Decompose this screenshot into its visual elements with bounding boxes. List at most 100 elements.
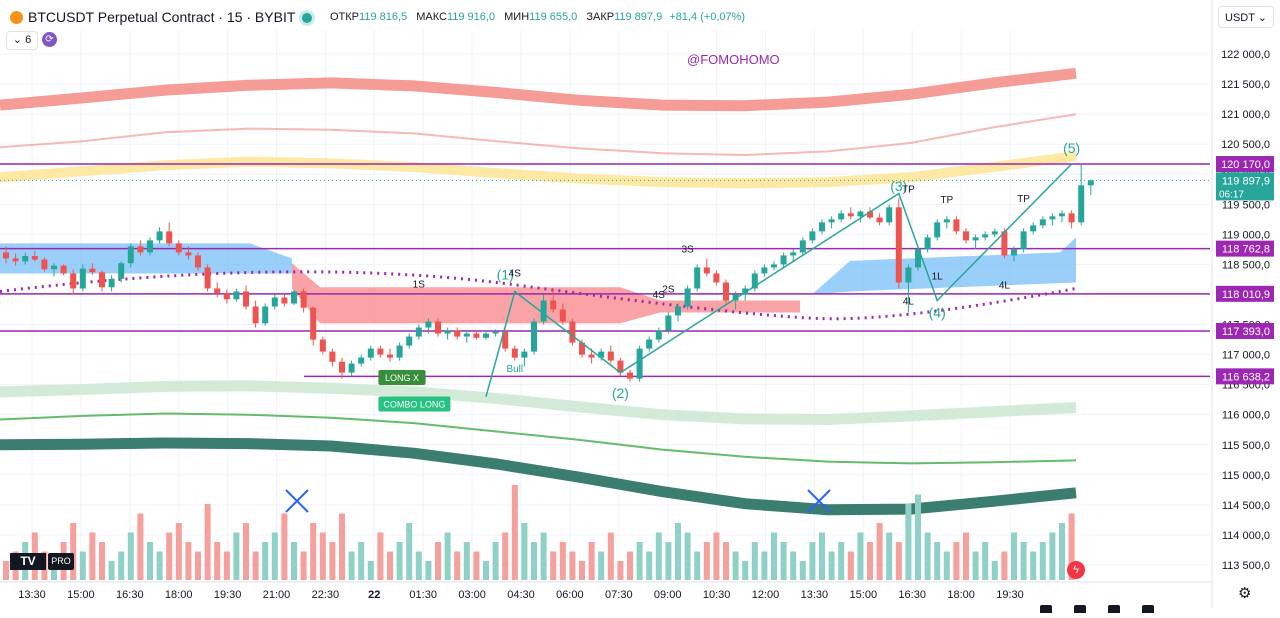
candle-body (1020, 231, 1027, 250)
candle-body (521, 351, 528, 358)
price-tick-label: 120 500,0 (1221, 139, 1270, 151)
candle (521, 348, 528, 367)
bottom-envelope-band (0, 437, 1077, 516)
candle-body (22, 256, 29, 262)
candle-body (41, 259, 48, 270)
price-tick-label: 119 500,0 (1222, 199, 1270, 211)
volume-bar (579, 561, 585, 580)
wave-label: (4) (929, 304, 946, 320)
candle (223, 289, 230, 304)
candle-body (876, 217, 883, 223)
price-tick-label: 114 000,0 (1222, 530, 1270, 542)
candle-body (1068, 213, 1075, 223)
candle-body (886, 207, 893, 223)
candle-body (339, 361, 345, 373)
wave-label: (1) (497, 266, 514, 282)
toolbar-icon-1[interactable] (1040, 605, 1052, 613)
candle-body (425, 321, 432, 328)
lower-envelope-line (0, 412, 1077, 465)
candle (1049, 213, 1056, 226)
candle-body (511, 348, 518, 358)
price-tick-label: 113 500,0 (1222, 560, 1270, 572)
candle-body (99, 272, 105, 288)
volume-bar (857, 532, 864, 580)
chart-header: BTCUSDT Perpetual Contract · 15 · BYBIT … (0, 0, 1210, 60)
currency-select[interactable]: USDT ⌄ (1218, 6, 1274, 28)
signal-tag-label: LONG X (385, 373, 419, 383)
volume-bar (963, 532, 969, 580)
signal-label: TP (940, 195, 953, 206)
candle-body (751, 273, 758, 289)
time-tick-label: 19:30 (214, 589, 242, 601)
candle (147, 237, 153, 256)
volume-bar (348, 551, 355, 580)
price-tick-label: 117 000,0 (1222, 350, 1270, 362)
toolbar-icon-3[interactable] (1108, 605, 1120, 613)
volume-bar (694, 551, 701, 580)
time-tick-label: 09:00 (654, 589, 682, 601)
ohlc-high-label: МАКС (416, 11, 447, 23)
volume-bar (809, 542, 816, 580)
candle (713, 270, 720, 286)
candle-body (963, 231, 969, 241)
candle (70, 269, 77, 295)
candle-body (790, 252, 797, 256)
candle-body (310, 307, 317, 340)
candle (281, 294, 288, 307)
volume-bar (118, 551, 125, 580)
toolbar-icon-4[interactable] (1142, 605, 1154, 613)
candle (415, 324, 422, 340)
candle (3, 246, 9, 264)
candle (857, 210, 864, 223)
gear-icon[interactable]: ⚙ (1238, 585, 1252, 602)
candle-body (185, 252, 192, 256)
candle-body (857, 211, 864, 217)
volume-bar (819, 532, 825, 580)
candle (876, 213, 883, 226)
volume-bar (934, 542, 941, 580)
volume-bar (1011, 532, 1017, 580)
currency-label: USDT (1225, 12, 1255, 24)
volume-bar (771, 532, 777, 580)
time-tick-label: 19:30 (996, 589, 1024, 601)
lightning-icon[interactable]: ϟ (1067, 561, 1085, 579)
volume-bar (463, 542, 470, 580)
toolbar-icon-2[interactable] (1074, 605, 1086, 613)
candle (262, 303, 269, 326)
lower-envelope-band (0, 380, 1077, 426)
candle-body (694, 267, 701, 289)
wave-label: (2) (612, 385, 629, 401)
sync-icon[interactable]: ⟳ (42, 32, 57, 47)
candle (502, 329, 509, 352)
tradingview-logo: TV PRO (10, 553, 74, 570)
volume-bar (70, 523, 77, 580)
time-tick-label: 22:30 (312, 589, 340, 601)
candle-body (675, 306, 681, 316)
volume-bar (223, 551, 230, 580)
volume-bar (598, 551, 605, 580)
volume-bar (483, 561, 489, 580)
candle (367, 345, 374, 361)
volume-bar (780, 542, 787, 580)
signal-tag (378, 396, 451, 412)
signal-label: 4S (509, 268, 522, 279)
candle (694, 264, 701, 292)
candle (377, 345, 384, 358)
candle-body (684, 288, 691, 307)
candle (444, 327, 451, 340)
candle (271, 294, 278, 310)
level-price-tag-label: 120 170,0 (1221, 159, 1270, 171)
candle-body (915, 249, 921, 268)
ohlc-low-value: 119 655,0 (529, 11, 578, 23)
candle (473, 330, 480, 340)
volume-bar (406, 523, 413, 580)
volume-bar (329, 542, 336, 580)
volume-bar (540, 532, 547, 580)
candle-body (12, 258, 19, 262)
symbol-title[interactable]: BTCUSDT Perpetual Contract · 15 · BYBIT (28, 9, 296, 25)
candle-body (156, 231, 163, 241)
candle (809, 228, 816, 244)
indicators-collapse-button[interactable]: ⌄ 6 (6, 31, 38, 50)
